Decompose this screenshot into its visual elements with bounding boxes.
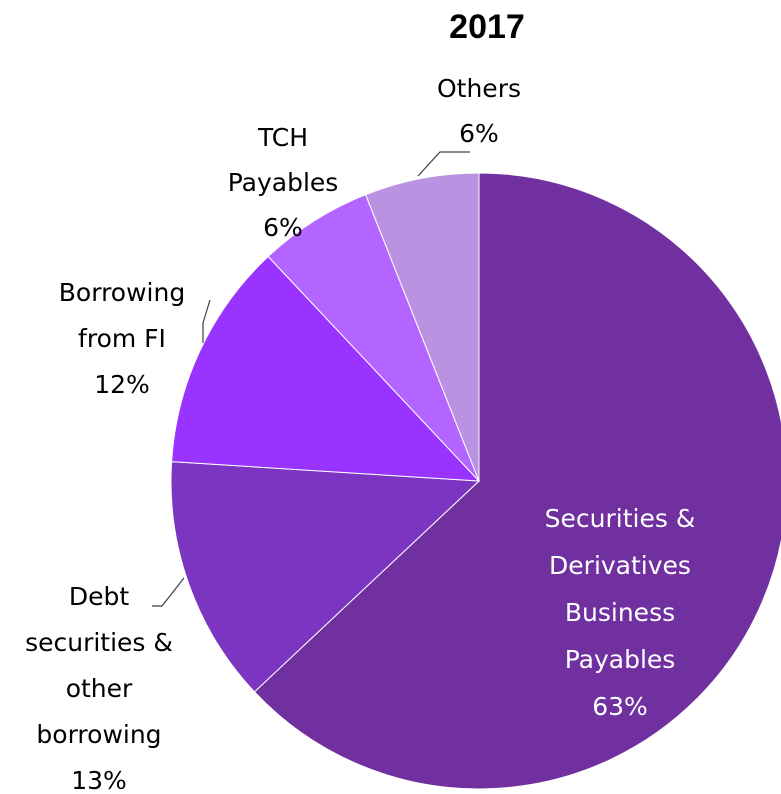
slice-label-securities-derivatives-business-payables: Securities & Derivatives Business Payables 6… [545,504,696,721]
slice-value-label: 12% [94,370,150,399]
pie-slice-borrowing-from-fi [171,255,481,482]
pie-slice-others [364,172,480,482]
pie-slices [170,172,781,790]
leader-line-others [417,151,470,177]
leader-line-debt-securities-other-borrowing [152,577,185,607]
leader-lines [152,151,470,607]
slice-label-borrowing-from-fi: Borrowing from FI 12% [59,278,185,399]
slice-value-label: 6% [459,119,499,148]
pie-slice-securities-derivatives-business-payables [253,172,781,790]
chart-title: 2017 [449,8,525,46]
slice-value-label: 63% [592,692,648,721]
slice-label-tch-payables: TCH Payables 6% [228,123,339,242]
leader-line-borrowing-from-fi [202,299,211,343]
slice-value-label: 13% [71,766,127,794]
slice-value-label: 6% [263,213,303,242]
pie-slice-debt-securities-other-borrowing [170,461,481,693]
slice-label-others: Others 6% [437,74,521,148]
slice-label-debt-securities-other-borrowing: Debt securities & other borrowing 13% [25,582,173,794]
slice-labels: Securities & Derivatives Business Payables 6… [25,74,695,794]
